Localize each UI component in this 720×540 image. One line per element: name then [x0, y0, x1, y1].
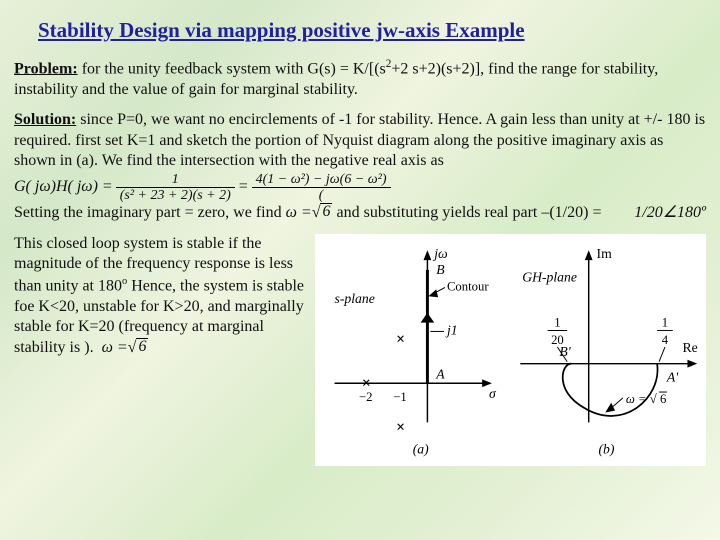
a-B: B [436, 262, 445, 277]
omega-final-lhs: ω = [102, 338, 128, 358]
svg-text:ω = √: ω = √ [626, 392, 657, 406]
pole-x-2: × [396, 331, 405, 348]
closed-loop-text: This closed loop system is stable if the… [14, 234, 309, 358]
problem-paragraph: Problem: for the unity feedback system w… [14, 57, 706, 100]
a-A: A [435, 366, 445, 381]
b-plane-label: GH-plane [522, 269, 577, 284]
eq2-num: 4(1 − ω²) − jω(6 − ω²) [252, 172, 391, 188]
omega-eq: ω = √6 [286, 203, 333, 223]
a-j1: j1 [445, 322, 458, 337]
pole-x-1: × [362, 375, 371, 392]
closed-tail: ). [84, 339, 93, 356]
eq2-frac: 4(1 − ω²) − jω(6 − ω²) ( [252, 172, 391, 204]
b-Ap: A' [666, 369, 679, 384]
sqrt-icon: √6 [312, 203, 333, 223]
problem-text-a: for the unity feedback system with G(s) … [78, 60, 386, 77]
svg-text:1: 1 [662, 315, 668, 329]
b-re-label: Re [683, 340, 698, 355]
pole-x-3: × [396, 419, 405, 436]
eq1-den: (s² + 23 + 2)(s + 2) [116, 188, 235, 203]
slide-title: Stability Design via mapping positive jw… [38, 18, 706, 43]
svg-text:20: 20 [551, 333, 564, 347]
omega-lhs: ω = [286, 203, 312, 223]
nyquist-diagram: jω σ s-plane B Contour j1 A −2 −1 × × × … [315, 234, 706, 466]
bottom-section: This closed loop system is stable if the… [14, 234, 706, 466]
a-contour: Contour [447, 279, 489, 293]
omega-final: ω = √6 [102, 338, 149, 358]
svg-text:4: 4 [662, 333, 669, 347]
solution-text: since P=0, we want no encirclements of -… [14, 111, 705, 169]
b-sub: (b) [598, 442, 614, 458]
eq1-lhs: G( jω)H( jω) = [14, 177, 113, 197]
a-tick-1: −1 [393, 390, 407, 404]
svg-text:6: 6 [660, 392, 666, 406]
b-im-label: Im [597, 246, 613, 261]
corner-eq: 1/20∠180º [634, 203, 706, 223]
problem-label: Problem: [14, 60, 78, 77]
eq1-mid: = [238, 177, 249, 197]
a-jw-label: jω [432, 246, 448, 261]
eq1-frac: 1 (s² + 23 + 2)(s + 2) [116, 172, 235, 204]
sqrt-icon-2: √6 [128, 338, 149, 358]
a-sub: (a) [413, 442, 429, 458]
setting-tail: and substituting yields real part –(1/20… [336, 204, 601, 221]
svg-text:1: 1 [554, 315, 560, 329]
eq1-num: 1 [116, 172, 235, 188]
equation-1: G( jω)H( jω) = 1 (s² + 23 + 2)(s + 2) = … [14, 172, 394, 204]
eq2-den: ( [252, 188, 391, 203]
solution-label: Solution: [14, 111, 76, 128]
setting-text: Setting the imaginary part = zero, we fi… [14, 204, 286, 221]
a-plane-label: s-plane [335, 291, 375, 306]
solution-paragraph: Solution: since P=0, we want no encircle… [14, 110, 706, 224]
